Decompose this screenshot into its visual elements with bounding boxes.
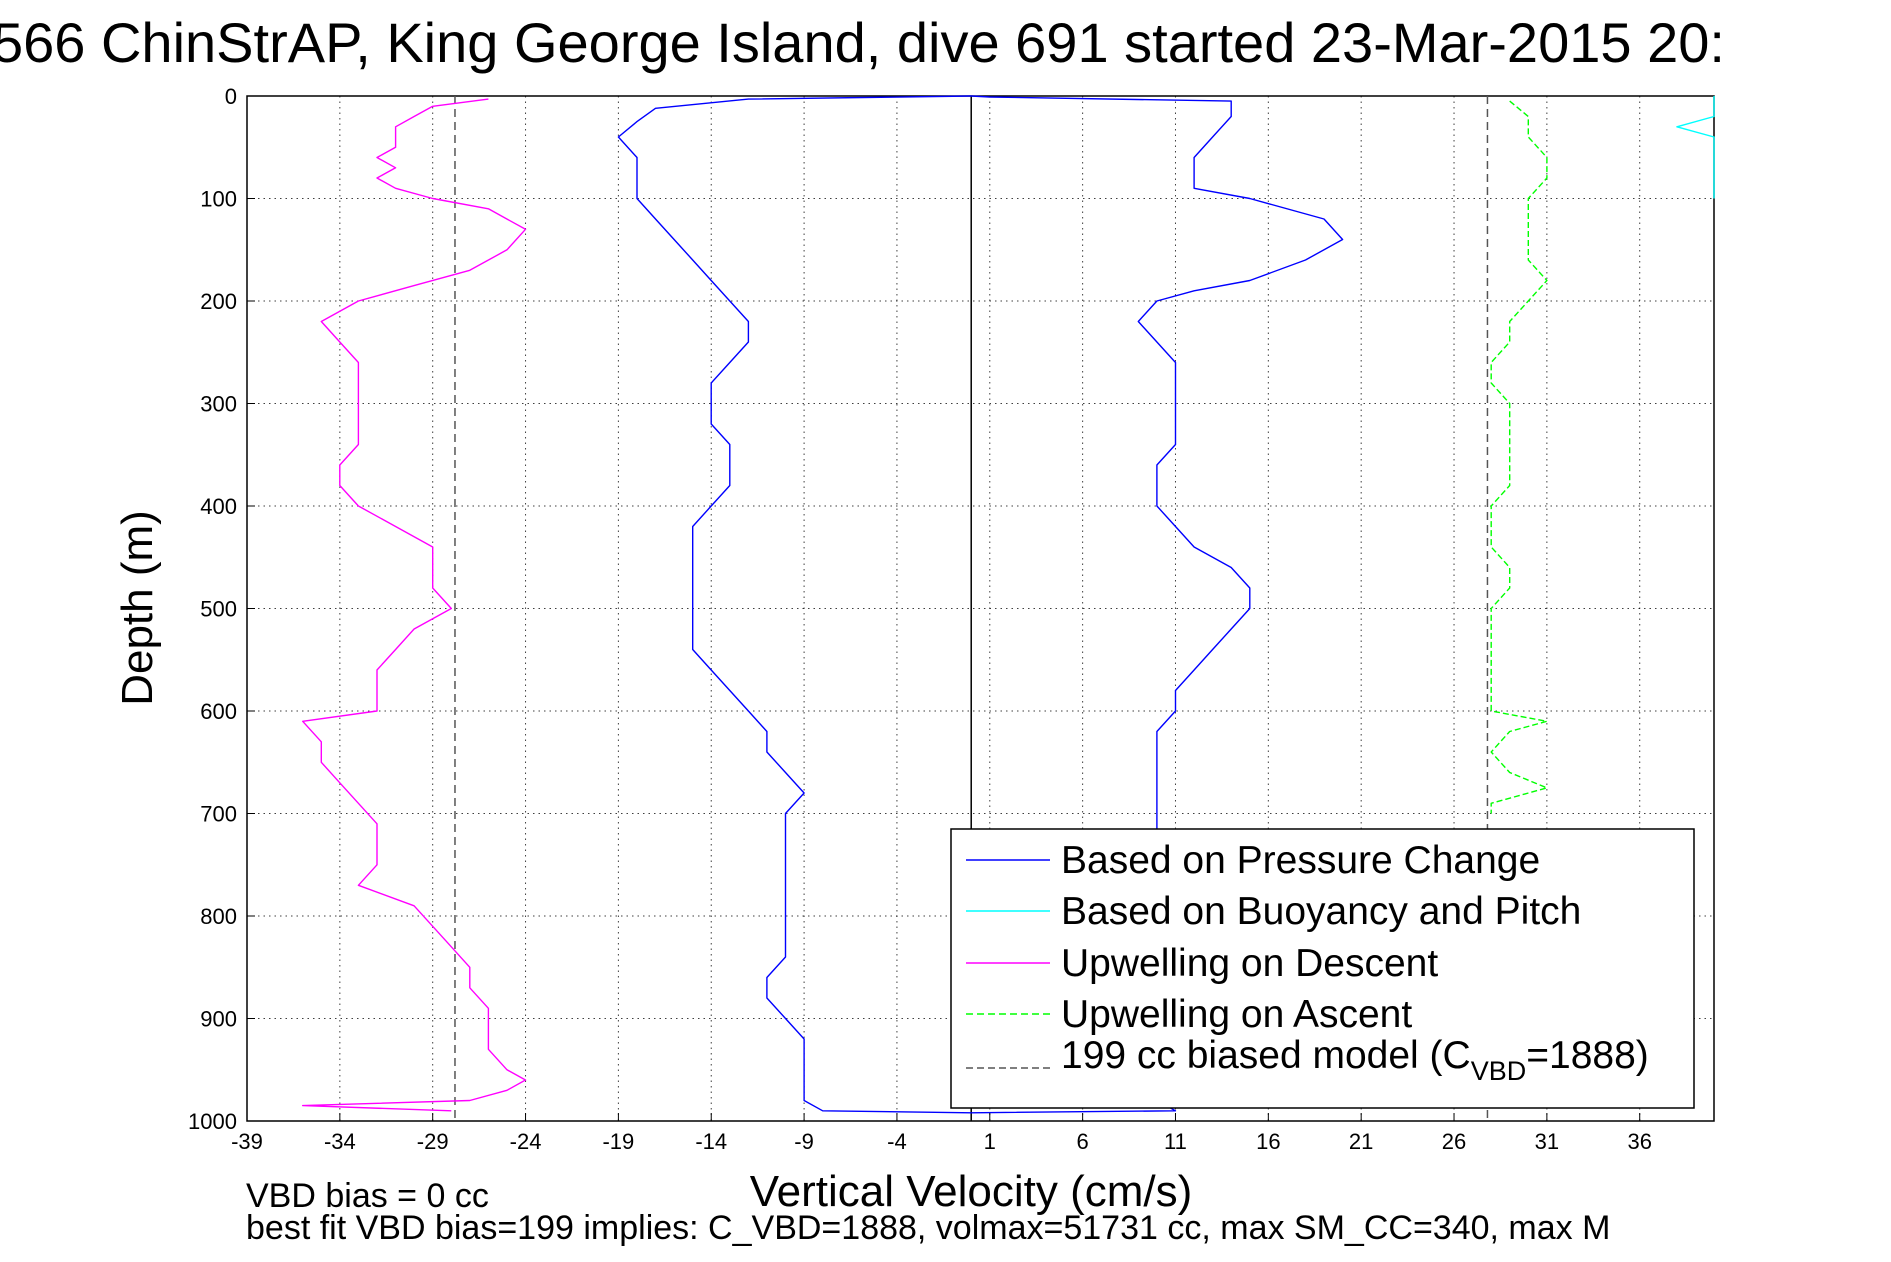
series-line-0 [617,95,972,1114]
legend-label-ascent: Upwelling on Ascent [1061,993,1412,1036]
series-line-3 [1490,100,1548,814]
legend-label-model-sub: VBD [1471,1056,1527,1086]
footer-line-1: VBD bias = 0 cc [246,1177,489,1215]
footer-line-2: best fit VBD bias=199 implies: C_VBD=188… [246,1209,1610,1247]
x-tick-label: 6 [1077,1129,1089,1154]
y-axis-ticks: 0 100 200 300 400 500 600 700 800 900 1000 [188,84,255,1134]
y-tick-label: 400 [200,494,237,519]
x-tick-label: -29 [417,1129,449,1154]
x-tick-label: -19 [602,1129,634,1154]
y-tick-label: 800 [200,904,237,929]
y-tick-label: 200 [200,289,237,314]
x-tick-label: 1 [984,1129,996,1154]
y-tick-label: 700 [200,802,237,827]
x-tick-label: -24 [510,1129,542,1154]
legend: Based on Pressure Change Based on Buoyan… [950,828,1695,1109]
x-tick-label: -14 [695,1129,727,1154]
legend-label-buoyancy: Based on Buoyancy and Pitch [1061,890,1581,933]
x-tick-label: 11 [1164,1129,1187,1154]
chart-title: 566 ChinStrAP, King George Island, dive … [0,11,1725,74]
y-tick-label: 100 [200,187,237,212]
x-tick-label: 31 [1535,1129,1559,1154]
x-axis-label: Vertical Velocity (cm/s) [750,1167,1193,1216]
y-tick-label: 1000 [188,1109,237,1134]
series-line-4 [1676,96,1715,199]
y-tick-label: 600 [200,699,237,724]
y-tick-label: 0 [225,84,237,109]
legend-label-model-main: 199 cc biased model (C [1061,1034,1471,1077]
x-tick-label: -39 [231,1129,263,1154]
x-axis-ticks: -39 -34 -29 -24 -19 -14 -9 -4 1 6 11 16 21 26 31 36 [231,1113,1652,1154]
legend-label-model: 199 cc biased model (CVBD=1888) [1061,1034,1649,1086]
y-tick-label: 500 [200,597,237,622]
legend-label-pressure: Based on Pressure Change [1061,839,1540,882]
x-tick-label: 21 [1349,1129,1373,1154]
x-tick-label: 16 [1256,1129,1280,1154]
x-tick-label: -34 [324,1129,356,1154]
y-tick-label: 900 [200,1007,237,1032]
x-tick-label: -4 [887,1129,907,1154]
legend-box [950,828,1695,1109]
y-tick-label: 300 [200,392,237,417]
series-line-2 [302,98,527,1112]
x-tick-label: 26 [1442,1129,1466,1154]
series-layer [302,95,1715,1114]
legend-label-model-tail: =1888) [1526,1034,1649,1077]
x-tick-label: -9 [794,1129,814,1154]
y-axis-label: Depth (m) [113,510,162,706]
legend-label-descent: Upwelling on Descent [1061,942,1438,985]
x-tick-label: 36 [1627,1129,1651,1154]
